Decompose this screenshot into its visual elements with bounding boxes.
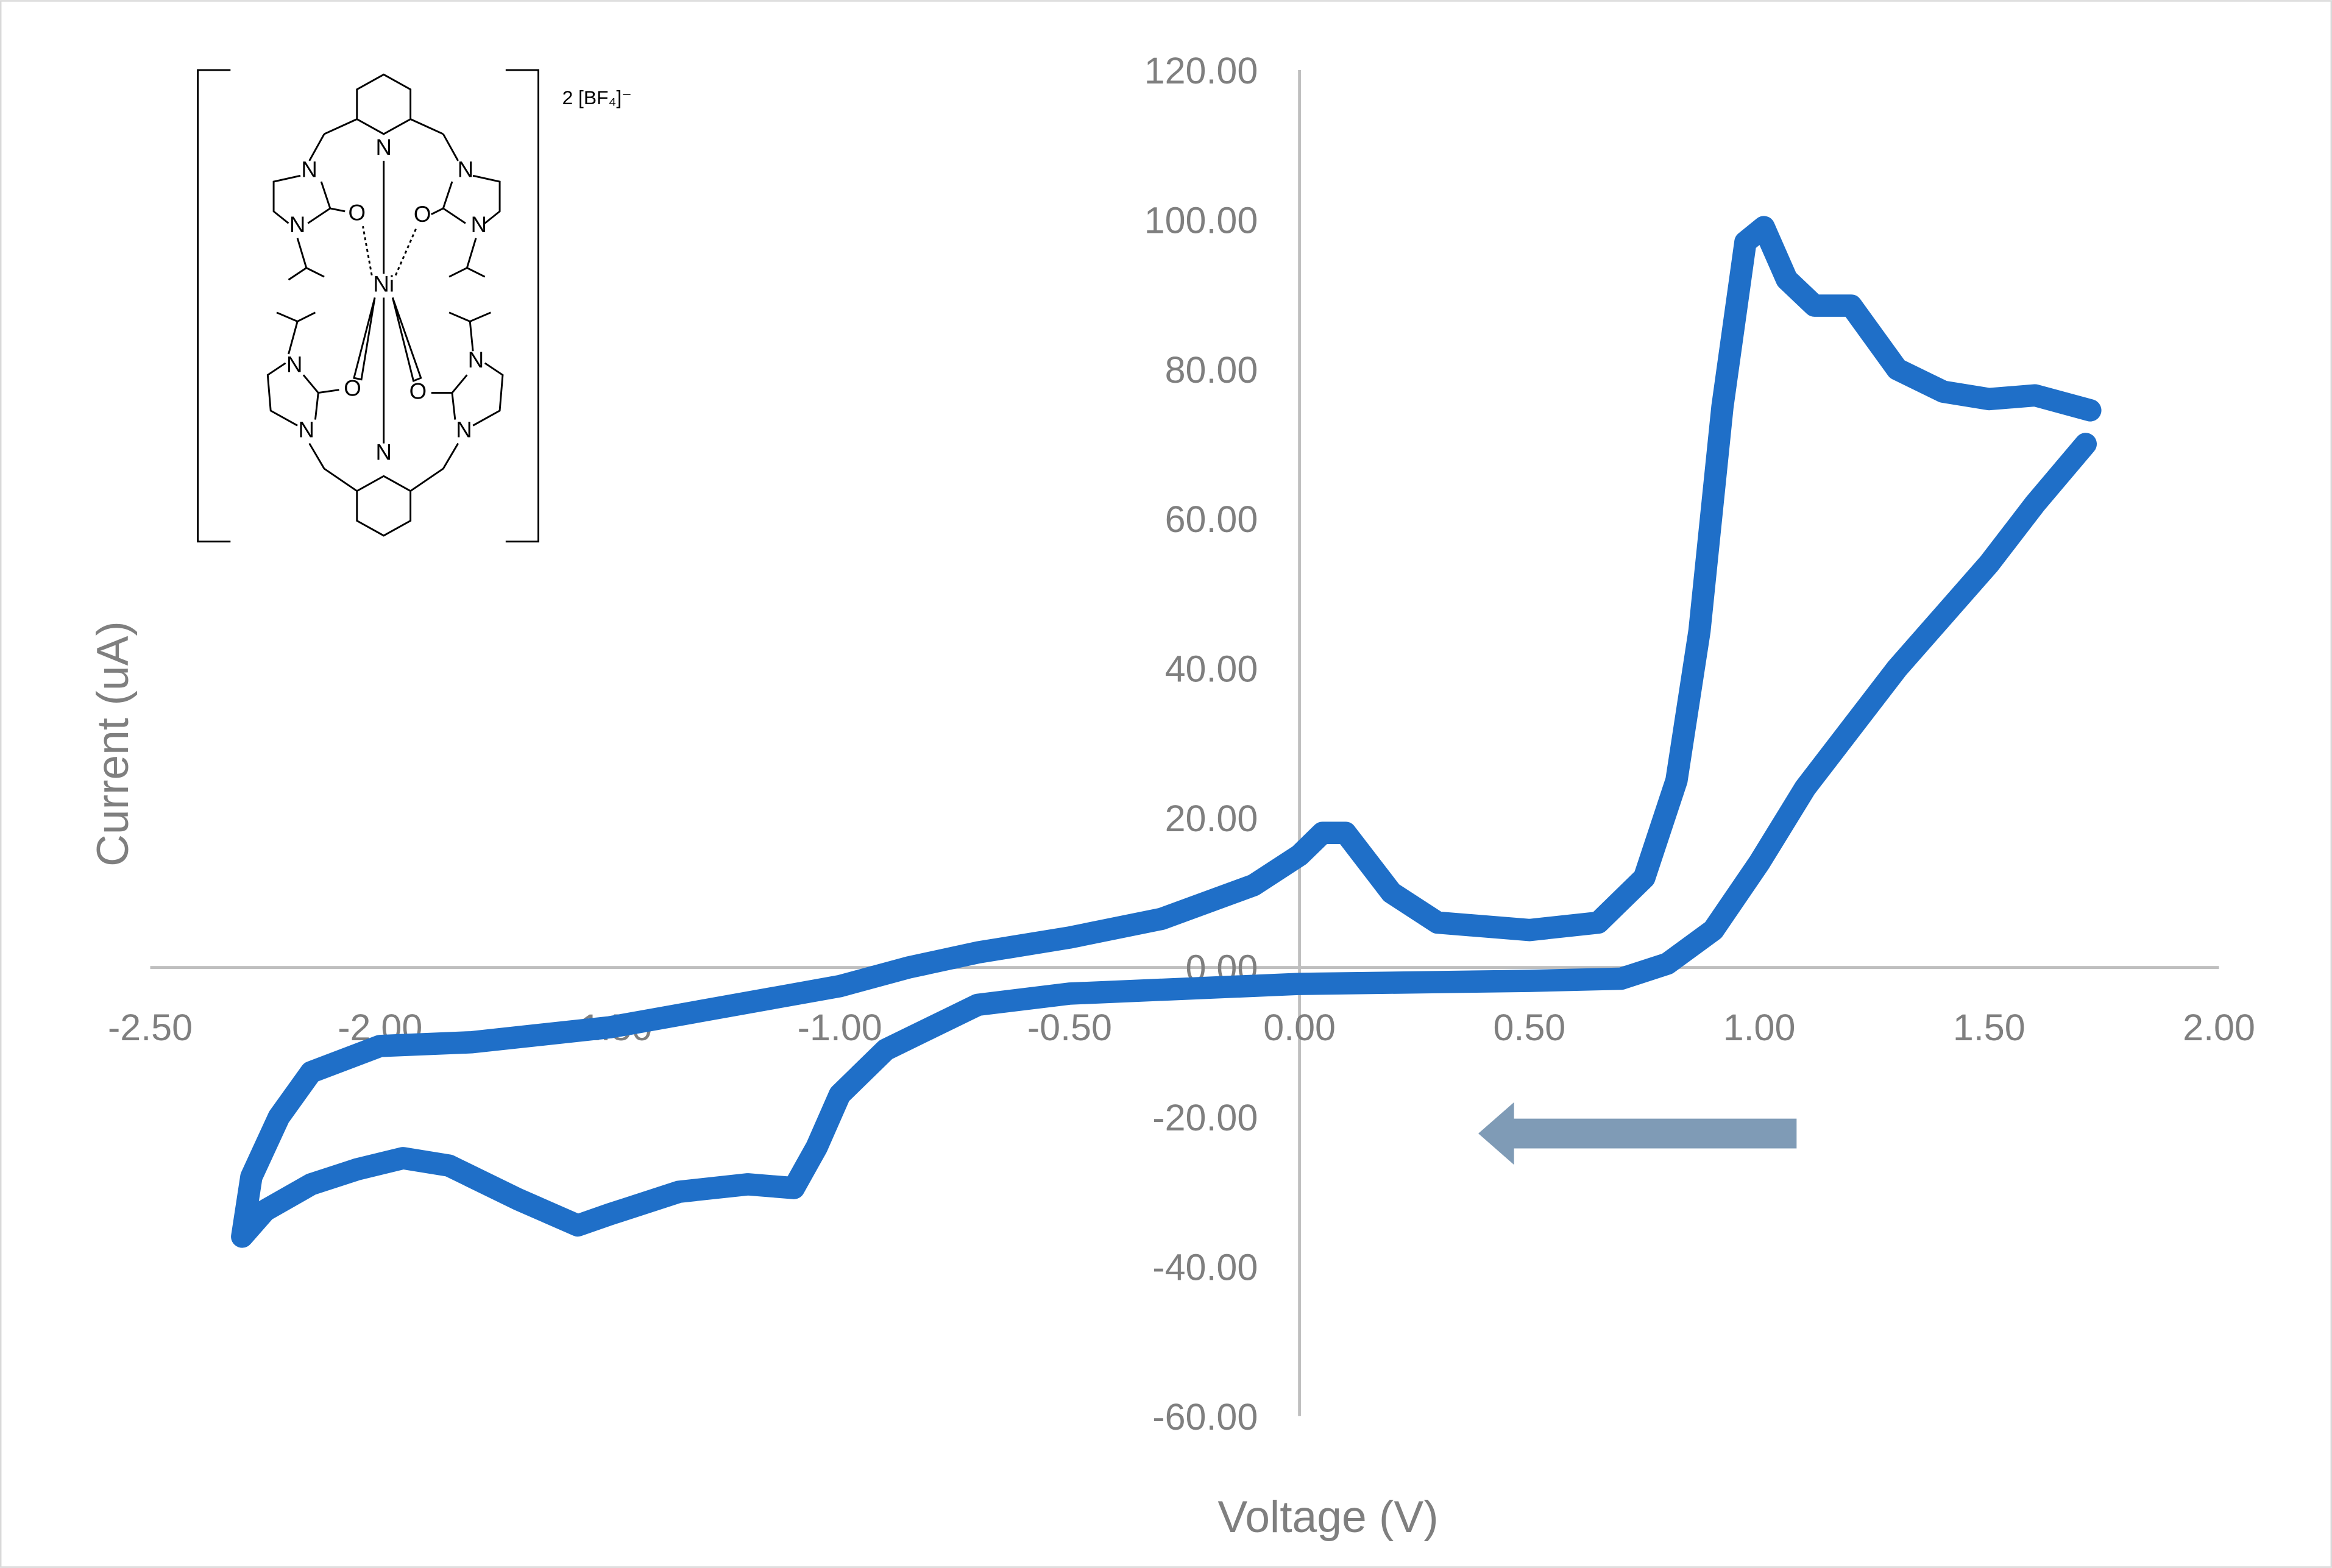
y-tick-label: 80.00 bbox=[1165, 349, 1258, 391]
y-tick-label: 20.00 bbox=[1165, 798, 1258, 839]
atom-label: O bbox=[409, 378, 427, 403]
atom-label: N bbox=[375, 439, 391, 464]
x-tick-label: -0.50 bbox=[1027, 1007, 1112, 1048]
x-tick-label: 1.00 bbox=[1723, 1007, 1796, 1048]
x-tick-label: -1.00 bbox=[798, 1007, 882, 1048]
x-tick-label: 2.00 bbox=[2183, 1007, 2255, 1048]
x-tick-label: -2.50 bbox=[108, 1007, 193, 1048]
atom-label: N bbox=[286, 352, 302, 377]
atom-label: N bbox=[375, 135, 391, 160]
y-tick-label: 100.00 bbox=[1144, 199, 1258, 241]
atom-label: N bbox=[301, 157, 317, 182]
scan-direction-arrow bbox=[1478, 1102, 1797, 1165]
y-tick-label: -60.00 bbox=[1152, 1396, 1258, 1438]
atom-label: N bbox=[458, 157, 473, 182]
y-axis-title: Current (uA) bbox=[88, 621, 138, 867]
counterion-label: 2 [BF₄]⁻ bbox=[562, 87, 632, 108]
y-tick-label: 60.00 bbox=[1165, 498, 1258, 540]
atom-label: O bbox=[414, 202, 431, 227]
atom-label: O bbox=[344, 375, 361, 400]
x-tick-label: 1.50 bbox=[1953, 1007, 2025, 1048]
x-tick-label: 0.50 bbox=[1493, 1007, 1565, 1048]
x-tick-label: 0.00 bbox=[1263, 1007, 1336, 1048]
atom-label: N bbox=[299, 417, 314, 442]
atom-label: O bbox=[349, 200, 366, 225]
y-tick-label: -40.00 bbox=[1152, 1246, 1258, 1288]
atom-label: Ni bbox=[373, 272, 394, 297]
atom-label: N bbox=[468, 347, 484, 372]
molecule-inset: N Ni O O O O N N N N N N N N N 2 [BF₄]⁻ bbox=[197, 69, 632, 543]
y-tick-label: 120.00 bbox=[1144, 50, 1258, 91]
atom-label: N bbox=[456, 417, 472, 442]
atom-label: N bbox=[289, 212, 305, 237]
cv-curve bbox=[231, 216, 2102, 1248]
y-tick-label: 40.00 bbox=[1165, 648, 1258, 690]
x-axis-title: Voltage (V) bbox=[1217, 1492, 1438, 1542]
atom-label: N bbox=[471, 212, 487, 237]
y-tick-label: -20.00 bbox=[1152, 1097, 1258, 1138]
